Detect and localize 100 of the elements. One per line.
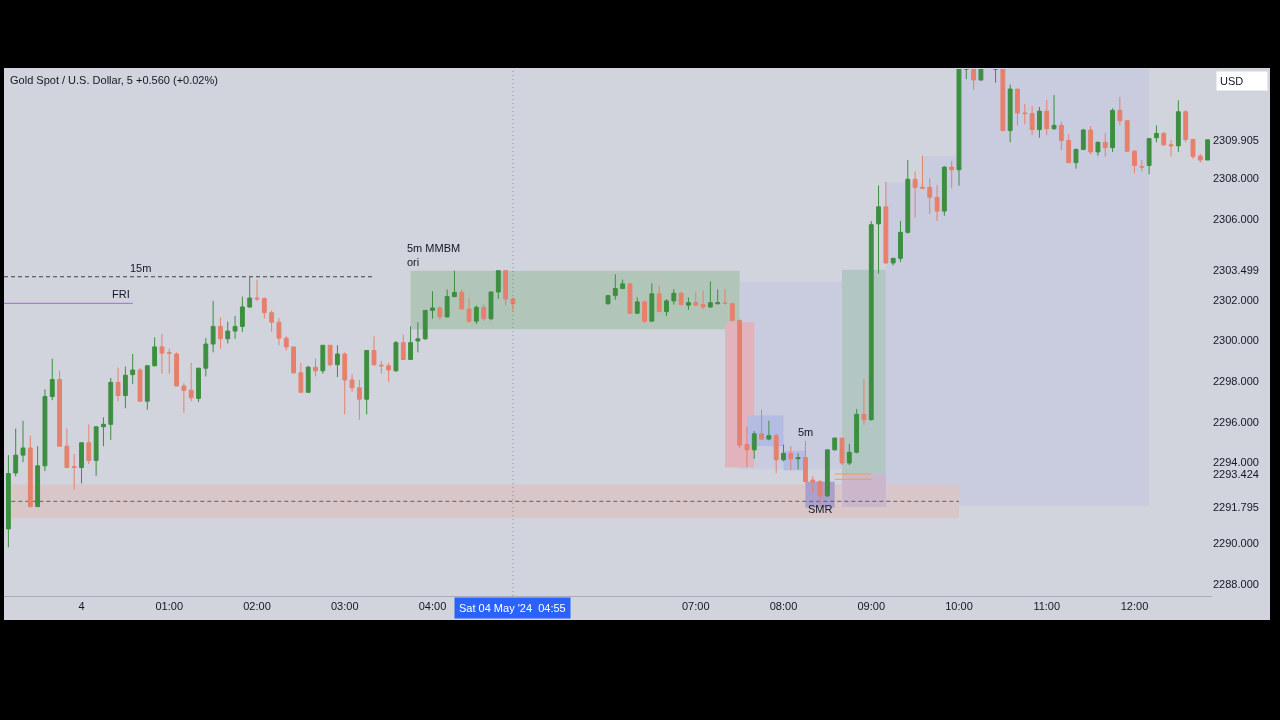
candlestick — [656, 285, 662, 313]
candlestick — [963, 69, 969, 80]
candlestick — [649, 282, 655, 322]
candlestick — [122, 366, 128, 409]
candlestick — [1175, 99, 1181, 153]
candlestick — [1051, 94, 1057, 131]
candlestick — [115, 367, 121, 402]
candlestick — [1102, 132, 1108, 158]
candlestick — [254, 279, 260, 302]
x-tick-label: 11:00 — [1033, 600, 1061, 613]
y-tick-label: 2308.000 — [1213, 172, 1259, 185]
candlestick — [627, 282, 633, 314]
candlestick — [1154, 124, 1159, 143]
candlestick — [49, 358, 55, 401]
candlestick — [298, 362, 304, 393]
candlestick — [612, 273, 618, 301]
ref-line-label: Sat 04 May '24 04:55 — [459, 602, 566, 614]
candlestick — [956, 69, 962, 187]
candlestick — [291, 346, 296, 375]
candlestick — [1183, 109, 1189, 143]
y-tick-label: 2302.000 — [1213, 293, 1259, 306]
candlestick — [941, 165, 947, 217]
candlestick — [305, 365, 311, 393]
candlestick — [130, 353, 136, 385]
candlestick — [342, 351, 348, 415]
candlestick — [1124, 119, 1130, 153]
candlestick — [137, 367, 143, 402]
candlestick — [5, 454, 11, 548]
candlestick — [1088, 125, 1094, 155]
candlestick — [715, 289, 721, 306]
candlestick — [466, 297, 472, 324]
candlestick — [854, 408, 860, 454]
y-tick-label: 2296.000 — [1213, 415, 1259, 428]
y-tick-label: 2290.000 — [1213, 537, 1259, 550]
candlestick — [503, 270, 509, 307]
annotation: FRI — [112, 288, 130, 300]
candlestick — [876, 185, 881, 275]
candlestick — [642, 300, 647, 324]
candlestick — [846, 443, 852, 466]
candlestick — [13, 428, 19, 477]
candlestick — [459, 289, 465, 311]
candlestick — [671, 288, 677, 306]
candlestick — [920, 155, 925, 190]
candlestick — [1015, 88, 1020, 126]
candlestick — [781, 444, 786, 462]
candlestick — [393, 340, 399, 373]
candlestick — [839, 437, 845, 466]
y-tick-label: 2306.000 — [1213, 212, 1259, 225]
candlestick — [773, 433, 779, 474]
candlestick — [218, 317, 223, 350]
candlestick — [1080, 128, 1086, 151]
candlestick — [371, 335, 377, 367]
x-tick-label: 09:00 — [857, 600, 886, 613]
candlestick — [93, 426, 99, 477]
candlestick — [101, 416, 106, 447]
y-tick-label: 2303.499 — [1213, 263, 1259, 276]
x-tick-label: 12:00 — [1120, 600, 1149, 613]
candlestick — [700, 289, 706, 310]
candlestick — [1197, 153, 1203, 164]
candlestick — [1037, 106, 1042, 139]
candlestick — [210, 300, 216, 353]
candlestick — [181, 382, 187, 414]
candlestick — [1161, 131, 1167, 147]
candlestick — [686, 296, 691, 311]
candlestick — [276, 317, 282, 346]
candlestick — [1044, 99, 1050, 136]
candlestick — [188, 362, 194, 402]
candlestick — [737, 319, 743, 449]
y-tick-label: 2300.000 — [1213, 334, 1259, 347]
candlestick — [664, 298, 669, 317]
x-tick-label: 07:00 — [681, 600, 710, 613]
y-tick-label: 2298.000 — [1213, 375, 1259, 387]
candlestick — [64, 428, 70, 468]
candlestick — [400, 334, 406, 361]
candlestick — [415, 321, 421, 353]
candlestick — [452, 270, 457, 298]
y-tick-label: 2294.000 — [1213, 456, 1259, 469]
candlestick — [744, 426, 750, 468]
x-tick-label: 10:00 — [945, 600, 973, 613]
candlestick — [1139, 159, 1145, 172]
candlestick — [71, 453, 77, 491]
candlestick — [788, 445, 794, 471]
candlestick — [766, 420, 772, 441]
x-tick-label: 04:00 — [418, 600, 447, 613]
candlestick — [693, 291, 699, 307]
candlestick — [927, 177, 933, 215]
annotation: 15m — [130, 262, 152, 274]
candlestick — [437, 305, 443, 321]
candlestick — [795, 452, 801, 470]
candlestick — [1168, 139, 1174, 158]
candlestick — [57, 370, 62, 447]
candlestick — [912, 170, 918, 219]
x-tick-label: 02:00 — [243, 600, 271, 613]
candlestick — [707, 280, 713, 309]
candlestick — [473, 305, 479, 325]
candlestick — [335, 344, 340, 378]
candlestick — [810, 475, 816, 493]
candlestick — [722, 288, 728, 306]
candlestick — [364, 350, 370, 415]
candlestick — [144, 365, 150, 411]
